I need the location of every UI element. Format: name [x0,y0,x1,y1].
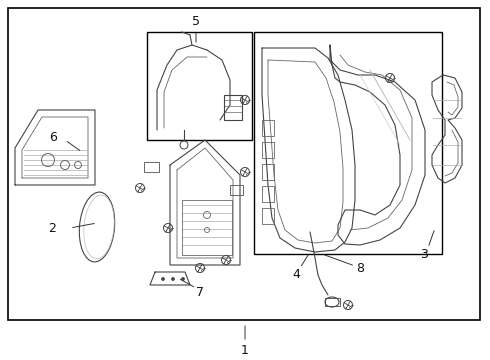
Bar [262,164,274,180]
Text: 1: 1 [241,343,249,356]
Ellipse shape [172,278,174,280]
Text: 6: 6 [49,131,57,144]
Ellipse shape [162,278,165,280]
Bar [147,32,252,140]
Bar [262,186,274,202]
Ellipse shape [181,278,185,280]
Text: 8: 8 [356,262,364,275]
Bar [325,298,340,306]
Bar [262,142,274,158]
Text: 3: 3 [420,248,428,261]
Bar [230,185,243,195]
Bar [262,120,274,136]
Text: 4: 4 [292,269,300,282]
Text: 2: 2 [48,221,56,234]
Bar [144,162,159,172]
Bar [224,95,242,120]
Text: 7: 7 [196,285,204,298]
Bar [262,208,274,224]
Bar [254,32,442,254]
Text: 5: 5 [192,14,200,27]
Bar [8,8,480,320]
Bar [182,200,232,255]
